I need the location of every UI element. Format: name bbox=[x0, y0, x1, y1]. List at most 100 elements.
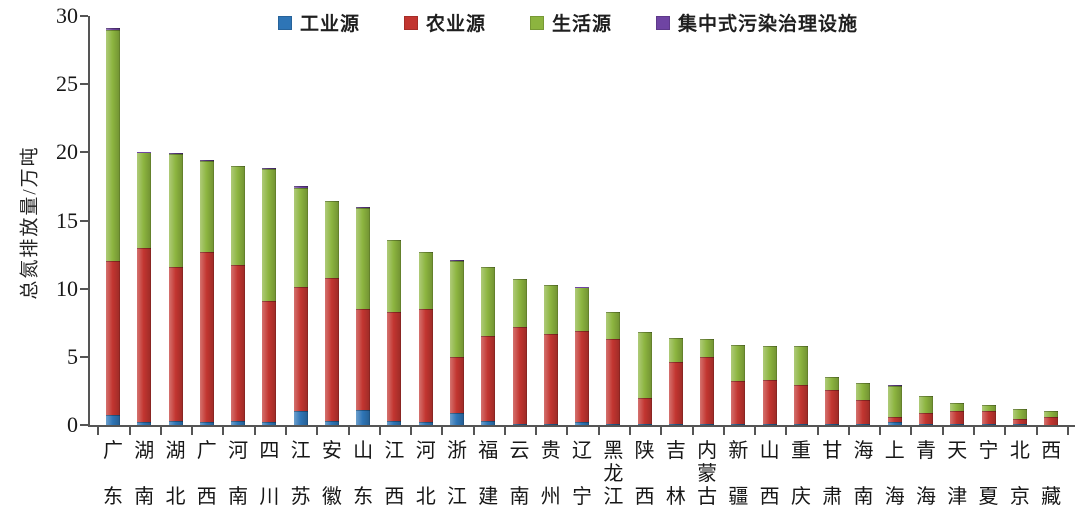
bar-segment-重庆-工业源 bbox=[793, 423, 808, 425]
bar-segment-安徽-生活源 bbox=[324, 201, 339, 278]
x-axis-label-云南: 云南 bbox=[507, 441, 533, 507]
legend-swatch-icon bbox=[404, 15, 419, 30]
bar-segment-辽宁-农业源 bbox=[575, 330, 590, 423]
bar-segment-江苏-生活源 bbox=[293, 187, 308, 288]
legend-swatch-icon bbox=[530, 15, 545, 30]
x-axis-label-四川: 四川 bbox=[256, 441, 282, 507]
legend-swatch-icon bbox=[278, 15, 292, 30]
x-axis-label-char: 贵 bbox=[540, 440, 561, 462]
x-axis-label-辽宁: 辽宁 bbox=[569, 441, 595, 507]
x-tick-mark bbox=[754, 427, 757, 435]
bar-segment-宁夏-农业源 bbox=[981, 410, 996, 425]
x-axis-label-西藏: 西藏 bbox=[1038, 441, 1064, 507]
legend-label: 农业源 bbox=[426, 14, 487, 35]
legend-label: 工业源 bbox=[300, 14, 361, 35]
bar-segment-广东-工业源 bbox=[106, 415, 120, 425]
x-tick-mark bbox=[472, 427, 475, 435]
legend-item-1: 工业源 bbox=[278, 9, 360, 36]
bar-segment-上海-工业源 bbox=[887, 422, 902, 425]
bar-segment-上海-生活源 bbox=[887, 386, 902, 417]
bar-segment-黑龙江-工业源 bbox=[606, 423, 621, 425]
x-axis-label-char: 青 bbox=[916, 440, 937, 462]
y-tick-label: 25 bbox=[56, 71, 78, 97]
x-axis-label-char: 西 bbox=[634, 486, 655, 508]
x-axis-label-江西: 江西 bbox=[381, 441, 407, 507]
bar-segment-湖北-集中式污染治理设施 bbox=[168, 153, 183, 154]
y-tick-mark bbox=[80, 15, 88, 17]
y-tick-label: 20 bbox=[56, 139, 78, 165]
bar-segment-北京-生活源 bbox=[1012, 409, 1027, 419]
bar-segment-辽宁-集中式污染治理设施 bbox=[575, 286, 590, 288]
x-axis-label-char: 西 bbox=[196, 486, 217, 508]
x-axis-label-福建: 福建 bbox=[475, 441, 501, 507]
x-axis-label-河北: 河北 bbox=[413, 441, 439, 507]
x-axis-label-上海: 上海 bbox=[882, 441, 908, 507]
x-axis-label-char: 云 bbox=[509, 440, 530, 462]
x-axis-label-char: 北 bbox=[415, 486, 436, 508]
bar-segment-上海-农业源 bbox=[887, 416, 902, 423]
bar-segment-湖南-工业源 bbox=[137, 422, 152, 425]
x-axis-label-char: 徽 bbox=[321, 486, 342, 508]
x-tick-mark bbox=[910, 427, 913, 435]
x-tick-mark bbox=[566, 427, 569, 435]
bar-segment-河南-农业源 bbox=[231, 265, 246, 421]
y-tick-label: 15 bbox=[56, 207, 78, 233]
bar-segment-西藏-生活源 bbox=[1044, 410, 1059, 417]
x-axis-label-char: 苏 bbox=[290, 486, 311, 508]
x-axis-label-char: 安 bbox=[321, 440, 342, 462]
bar-segment-重庆-农业源 bbox=[793, 385, 808, 424]
bar-segment-内蒙古-工业源 bbox=[700, 423, 715, 425]
bar-segment-河北-农业源 bbox=[418, 309, 433, 423]
x-axis-label-山西: 山西 bbox=[757, 441, 783, 507]
bar-segment-四川-集中式污染治理设施 bbox=[262, 168, 277, 169]
bar-segment-福建-工业源 bbox=[481, 420, 496, 425]
bar-segment-河北-生活源 bbox=[418, 251, 433, 310]
bar-segment-宁夏-工业源 bbox=[981, 424, 996, 425]
bar-segment-广西-生活源 bbox=[199, 160, 214, 252]
x-axis-label-char: 龙 bbox=[603, 463, 624, 485]
bar-segment-广东-农业源 bbox=[106, 261, 120, 416]
bar-segment-海南-工业源 bbox=[856, 423, 871, 425]
x-axis-label-贵州: 贵州 bbox=[538, 441, 564, 507]
x-axis-label-char: 内 bbox=[697, 440, 718, 462]
bar-segment-青海-工业源 bbox=[919, 424, 934, 425]
y-tick-mark bbox=[80, 287, 88, 290]
bar-segment-广东-生活源 bbox=[106, 29, 120, 262]
y-tick-label: 10 bbox=[56, 275, 78, 301]
bar-segment-湖北-生活源 bbox=[168, 153, 183, 267]
bar-segment-湖南-农业源 bbox=[137, 247, 152, 423]
x-axis-label-char: 广 bbox=[196, 440, 217, 462]
bar-segment-甘肃-农业源 bbox=[825, 389, 840, 424]
x-tick-mark bbox=[972, 427, 975, 435]
x-axis-label-char: 川 bbox=[259, 486, 280, 508]
x-axis-label-char: 新 bbox=[728, 440, 749, 462]
x-axis-label-char: 黑 bbox=[603, 440, 624, 462]
plot-area bbox=[88, 16, 1075, 427]
x-axis-label-宁夏: 宁夏 bbox=[976, 441, 1002, 507]
x-tick-mark bbox=[1035, 427, 1038, 435]
bar-segment-浙江-集中式污染治理设施 bbox=[449, 260, 464, 262]
x-axis-label-黑龙江: 黑龙江 bbox=[600, 441, 626, 507]
x-axis-label-char: 海 bbox=[916, 486, 937, 508]
x-axis-label-char: 西 bbox=[759, 486, 780, 508]
x-axis-label-北京: 北京 bbox=[1007, 441, 1033, 507]
x-axis-label-char: 浙 bbox=[446, 440, 467, 462]
bar-segment-天津-工业源 bbox=[950, 424, 965, 425]
bar-segment-安徽-工业源 bbox=[324, 420, 339, 425]
x-axis-label-char: 上 bbox=[884, 440, 905, 462]
y-tick-mark bbox=[80, 83, 88, 86]
x-axis-label-char: 南 bbox=[853, 486, 874, 508]
bar-segment-山东-集中式污染治理设施 bbox=[356, 206, 371, 209]
x-axis-label-吉林: 吉林 bbox=[663, 441, 689, 507]
x-axis-label-甘肃: 甘肃 bbox=[819, 441, 845, 507]
bar-segment-山东-生活源 bbox=[356, 208, 371, 310]
x-axis-label-浙江: 浙江 bbox=[444, 441, 470, 507]
bar-segment-云南-工业源 bbox=[512, 423, 527, 425]
x-axis-label-char: 州 bbox=[540, 486, 561, 508]
bar-segment-广西-农业源 bbox=[199, 251, 214, 423]
bar-segment-广西-集中式污染治理设施 bbox=[199, 159, 214, 161]
x-axis-label-char: 南 bbox=[509, 486, 530, 508]
x-tick-mark bbox=[410, 427, 413, 435]
x-tick-mark bbox=[128, 427, 131, 435]
